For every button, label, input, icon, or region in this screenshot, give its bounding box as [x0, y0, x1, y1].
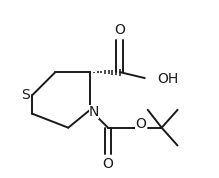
Text: O: O	[115, 23, 125, 37]
Text: S: S	[21, 88, 30, 102]
Text: O: O	[135, 117, 146, 131]
Text: O: O	[102, 157, 113, 171]
Text: OH: OH	[158, 72, 179, 86]
Text: N: N	[89, 105, 99, 119]
